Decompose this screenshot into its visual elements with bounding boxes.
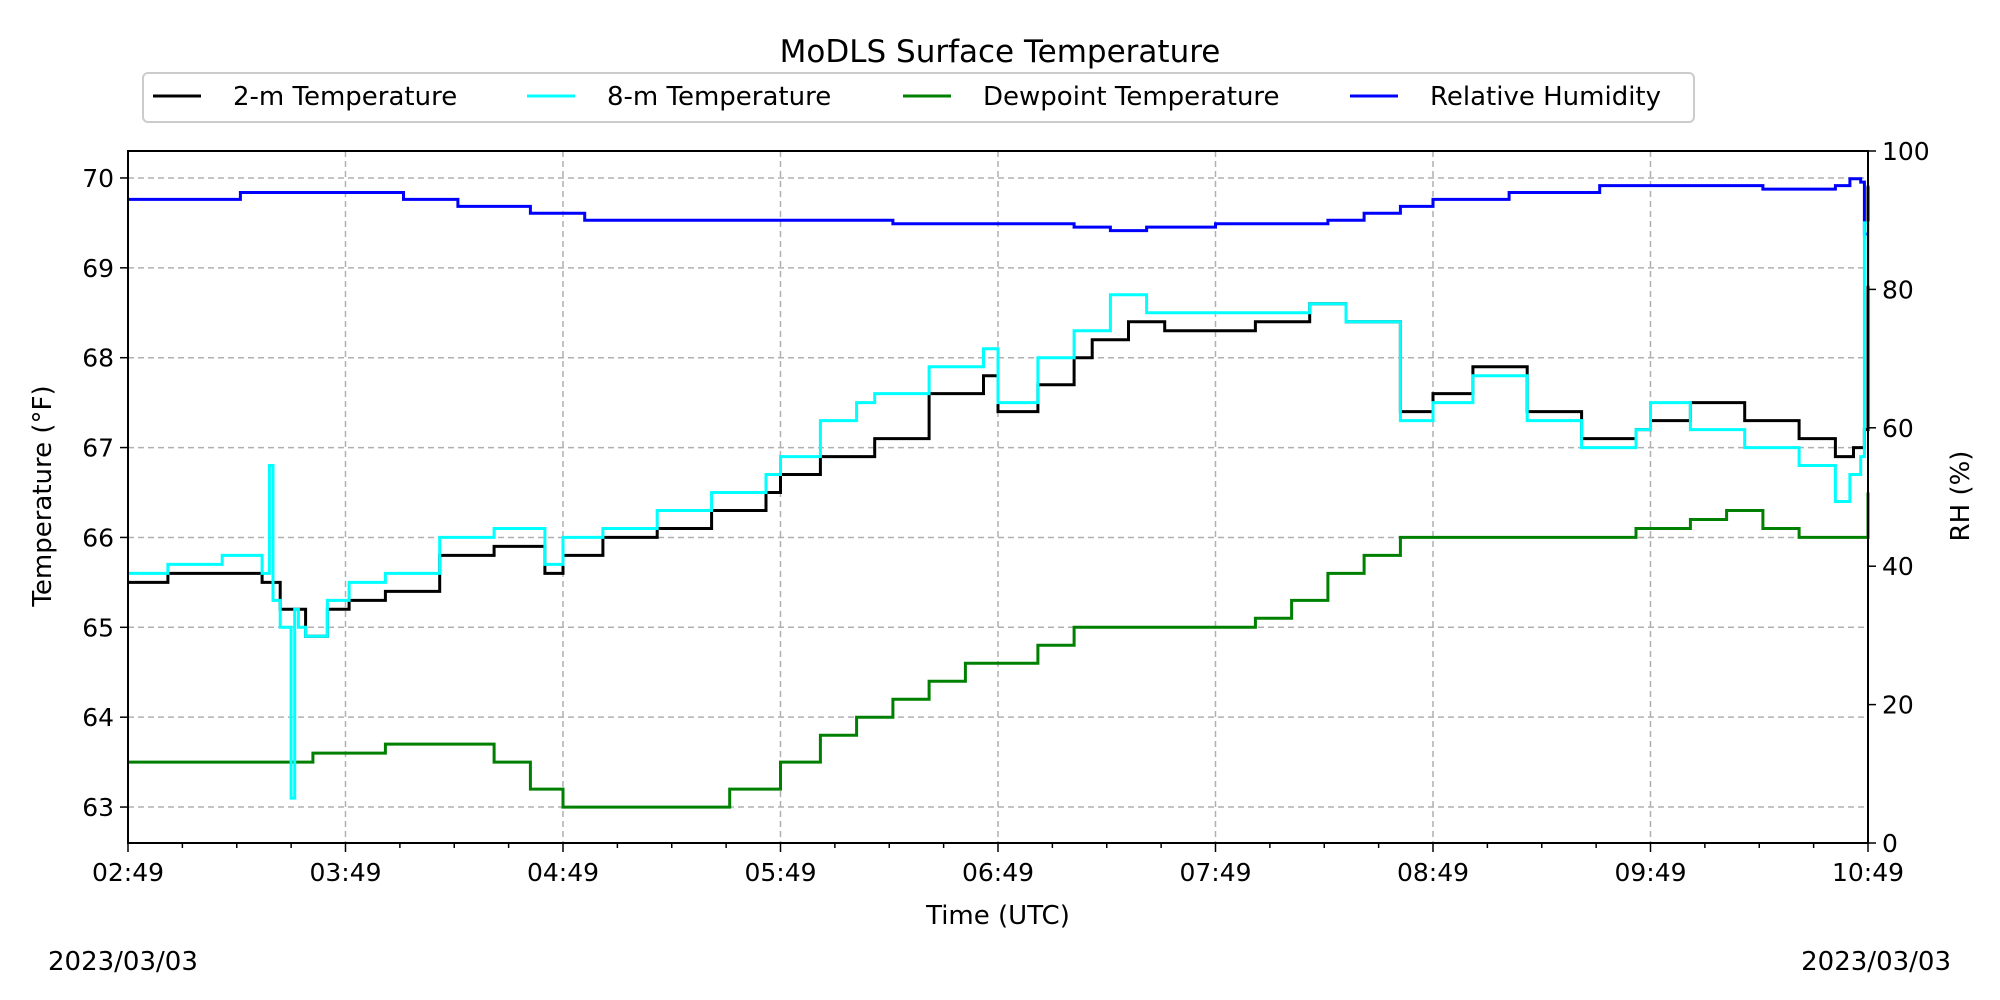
y-tick-label: 69: [82, 254, 114, 283]
y-right-tick-label: 40: [1882, 552, 1914, 581]
date-left: 2023/03/03: [48, 947, 198, 977]
legend-label-dewpoint-temperature: Dewpoint Temperature: [983, 82, 1280, 112]
x-tick-label: 10:49: [1832, 858, 1904, 887]
x-tick-label: 08:49: [1397, 858, 1469, 887]
series-layer: [128, 177, 1870, 809]
x-tick-label: 09:49: [1614, 858, 1686, 887]
x-axis-label: Time (UTC): [925, 901, 1070, 931]
series-line-dewpoint-temperature: [128, 492, 1870, 809]
y-tick-label: 64: [82, 703, 114, 732]
x-tick-label: 05:49: [744, 858, 816, 887]
x-tick-label: 03:49: [309, 858, 381, 887]
axes: 63 64 65 66 67 68 69 70 0 20 40 60 80 100 02:49 03:49 04…: [82, 137, 1930, 887]
legend-label-relative-humidity: Relative Humidity: [1430, 82, 1661, 112]
y-tick-label: 70: [82, 164, 114, 193]
y-right-tick-label: 100: [1882, 137, 1930, 166]
y-right-axis-label: RH (%): [1946, 451, 1976, 542]
chart-title: MoDLS Surface Temperature: [780, 34, 1221, 70]
y-tick-label: 63: [82, 793, 114, 822]
y-tick-label: 65: [82, 613, 114, 642]
x-tick-label: 07:49: [1179, 858, 1251, 887]
y-right-tick-label: 80: [1882, 275, 1914, 304]
legend-label-8-m-temperature: 8-m Temperature: [607, 82, 831, 112]
y-tick-label: 66: [82, 523, 114, 552]
y-right-tick-label: 20: [1882, 691, 1914, 720]
series-line-relative-humidity: [128, 177, 1870, 236]
y-axis-label: Temperature (°F): [28, 385, 58, 607]
y-right-tick-label: 60: [1882, 414, 1914, 443]
legend: 2-m Temperature 8-m Temperature Dewpoint T…: [142, 72, 1695, 123]
y-right-tick-label: 0: [1882, 829, 1898, 858]
x-tick-label: 06:49: [962, 858, 1034, 887]
x-tick-label: 02:49: [92, 858, 164, 887]
y-tick-label: 67: [82, 434, 114, 463]
x-tick-label: 04:49: [527, 858, 599, 887]
legend-label-2-m-temperature: 2-m Temperature: [233, 82, 457, 112]
series-line-8-m-temperature: [128, 221, 1870, 800]
date-right: 2023/03/03: [1801, 947, 1951, 977]
y-tick-label: 68: [82, 344, 114, 373]
